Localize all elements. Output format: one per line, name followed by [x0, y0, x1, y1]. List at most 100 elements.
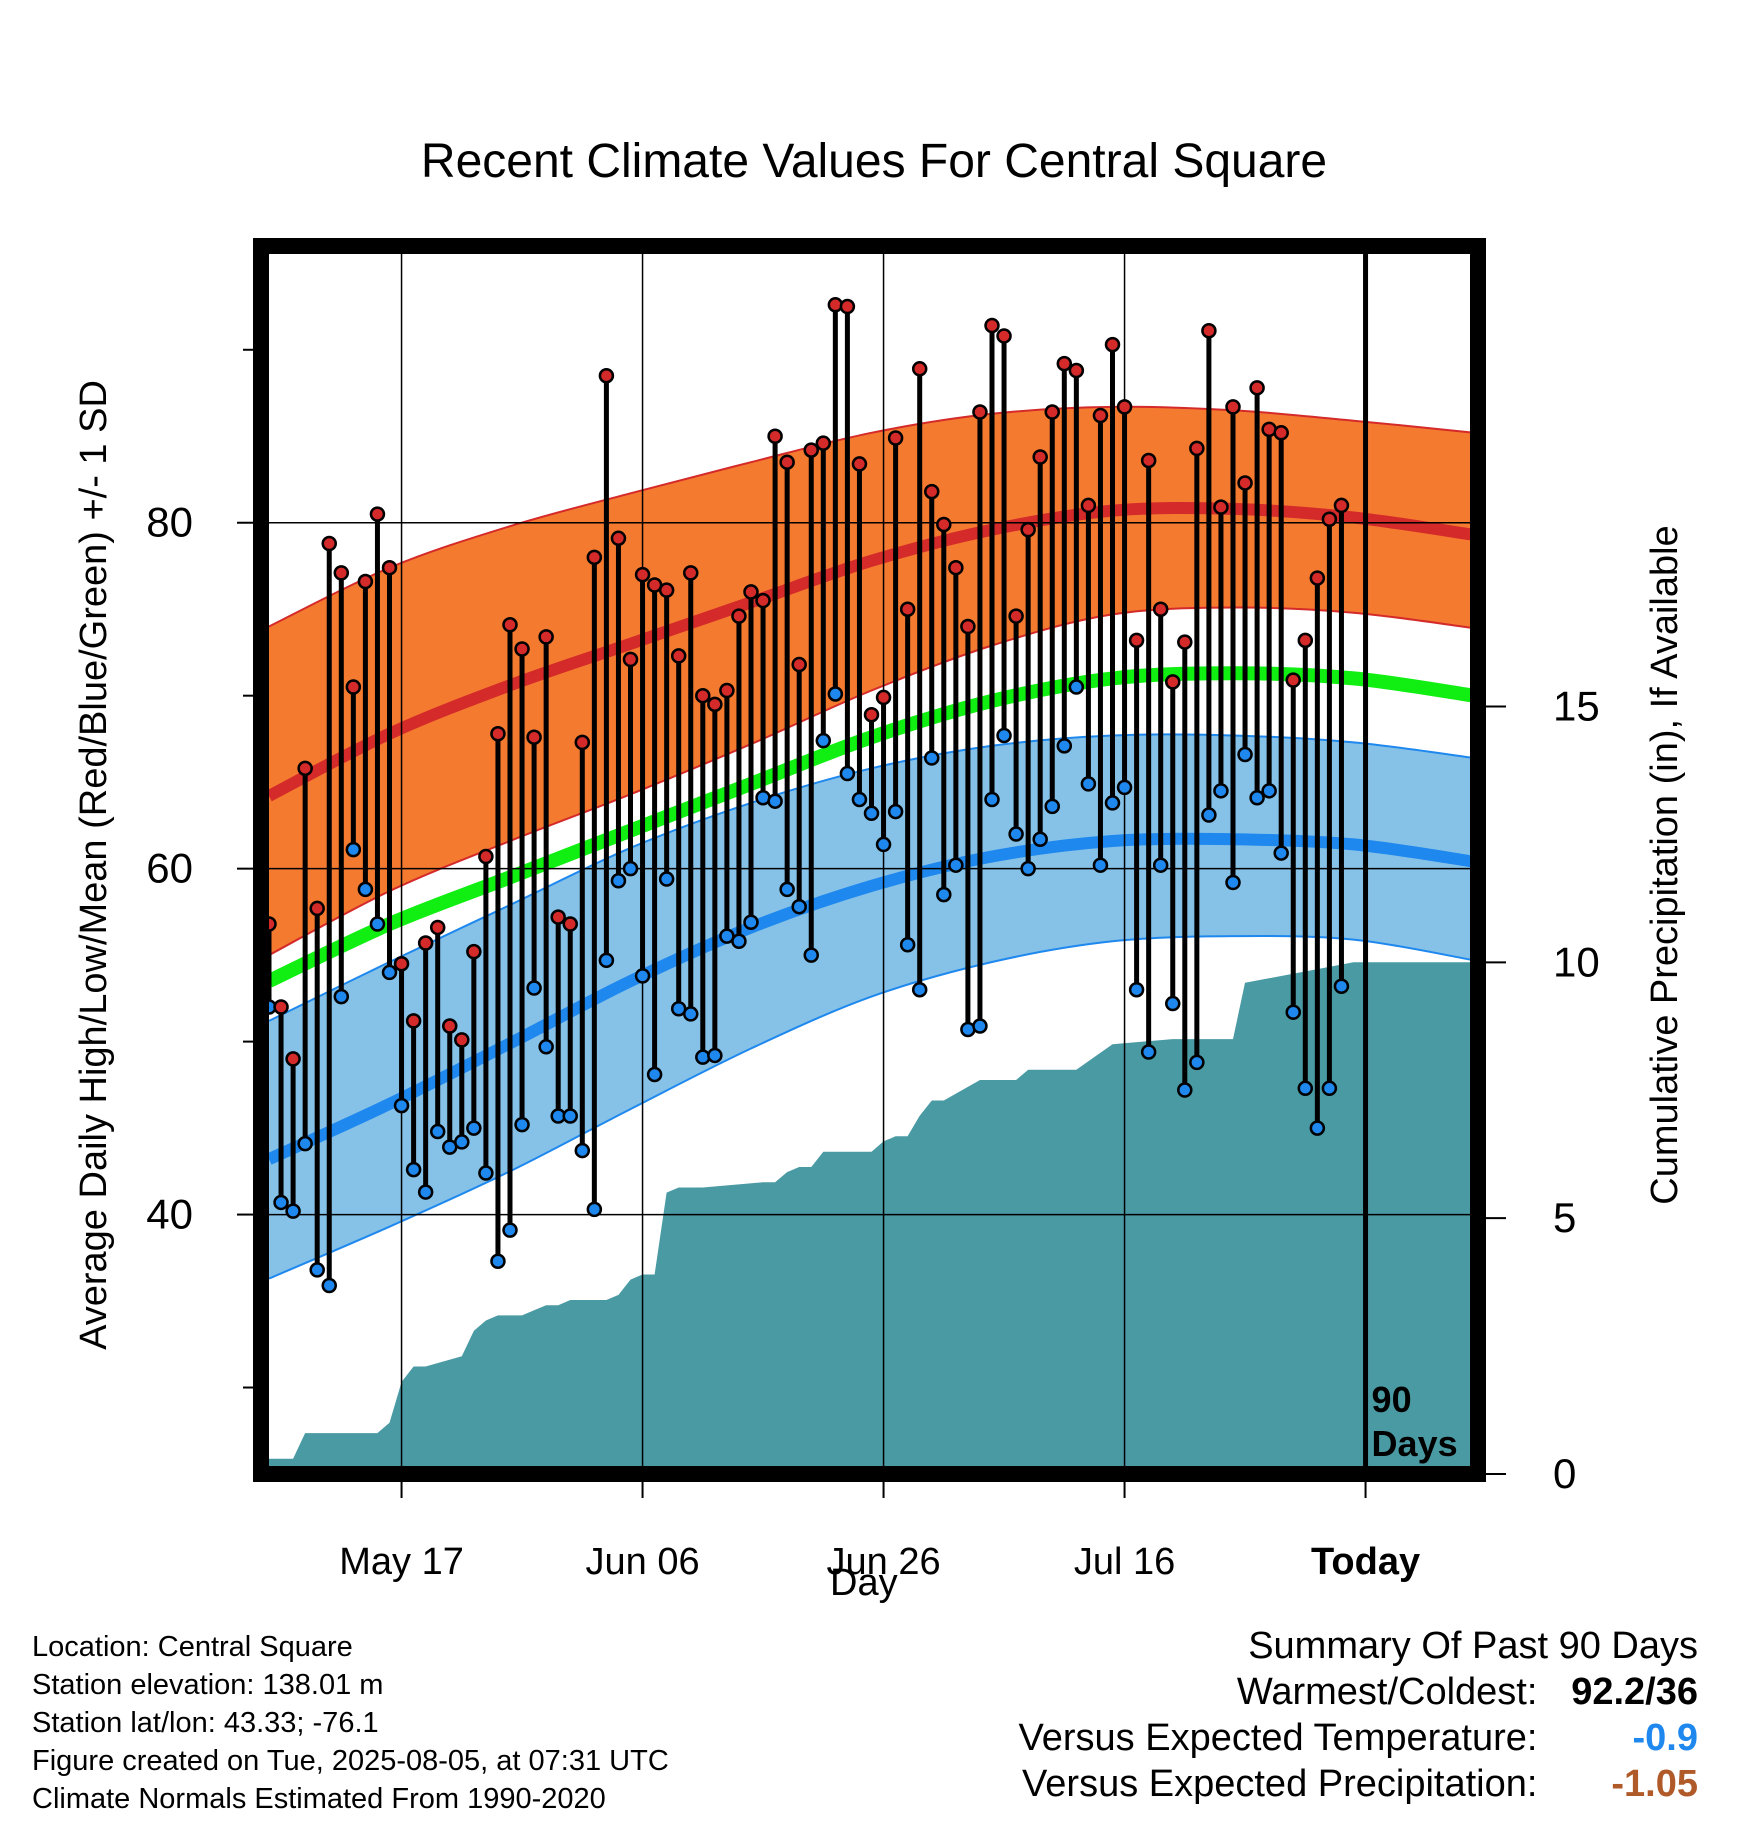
observed-high-point [490, 725, 506, 742]
observed-low-point [1152, 857, 1169, 873]
observed-high-point [429, 919, 446, 936]
observed-high-point [815, 435, 832, 451]
observed-low-point [381, 964, 398, 981]
observed-low-point [827, 686, 844, 702]
observed-low-point [815, 732, 832, 749]
today-days-word: Days [1372, 1423, 1458, 1464]
observed-low-point [1020, 860, 1036, 877]
observed-low-point [1249, 789, 1265, 806]
location-text: Location: Central Square [32, 1631, 353, 1663]
observed-high-point [731, 608, 747, 624]
observed-low-point [924, 750, 940, 766]
observed-low-point [502, 1222, 518, 1238]
observed-low-point [321, 1277, 337, 1294]
low-band-lower-edge [268, 934, 1475, 1280]
observed-low-point [731, 933, 747, 950]
observed-high-point [1309, 570, 1326, 586]
high-band-upper-edge [268, 405, 1475, 628]
observed-high-point [948, 559, 964, 576]
observed-low-point [984, 791, 1000, 808]
observed-low-point [490, 1253, 506, 1270]
observed-high-point [1008, 608, 1024, 624]
observed-low-point [634, 968, 651, 984]
observed-high-point [454, 1032, 470, 1048]
observed-low-point [839, 765, 856, 782]
summary-panel: Summary Of Past 90 Days Warmest/Coldest:… [1019, 1625, 1698, 1809]
observed-low-point [1285, 1004, 1301, 1020]
observed-high-point [911, 361, 928, 377]
observed-high-point [779, 454, 795, 470]
observed-low-point [658, 871, 675, 887]
warmest-coldest-row: Warmest/Coldest: 92.2/36 [1019, 1671, 1698, 1717]
x-tick-label: Jul 16 [1074, 1541, 1175, 1583]
observations-layer [261, 297, 1350, 1294]
observed-low-point [429, 1123, 446, 1140]
observed-high-point [972, 404, 988, 420]
precip-departure-row: Versus Expected Precipitation: -1.05 [1019, 1763, 1698, 1809]
observed-high-point [550, 909, 566, 925]
observed-high-point [1152, 601, 1169, 617]
observed-high-point [273, 999, 289, 1015]
precipitation-area [269, 962, 1474, 1474]
observed-high-point [658, 582, 675, 598]
observed-high-point [321, 535, 337, 552]
observed-low-point [309, 1262, 325, 1278]
observed-high-point [466, 943, 482, 960]
station-info: Location: Central Square Station elevati… [32, 1628, 669, 1818]
observed-high-point [755, 592, 771, 609]
y-axis-label: Average Daily High/Low/Mean (Red/Blue/Gr… [73, 380, 115, 1350]
observed-high-point [586, 549, 603, 566]
observed-high-point [1201, 322, 1217, 339]
observed-low-point [562, 1108, 578, 1124]
normal-high-line [266, 501, 1475, 802]
y2-tick-label: 0 [1553, 1450, 1576, 1497]
observed-low-point [1080, 776, 1097, 792]
summary-heading: Summary Of Past 90 Days [1248, 1625, 1698, 1667]
observed-high-point [839, 298, 856, 315]
observed-low-point [514, 1116, 530, 1133]
latlon-text: Station lat/lon: 43.33; -76.1 [32, 1707, 379, 1739]
observed-high-point [670, 648, 687, 664]
plot-frame-layer [253, 238, 1486, 1482]
warmest-coldest-value: 92.2/36 [1571, 1671, 1698, 1713]
observed-low-point [466, 1120, 482, 1136]
observed-low-point [273, 1194, 289, 1211]
y-tick-label: 40 [146, 1191, 193, 1238]
observed-low-point [972, 1018, 988, 1034]
observed-high-point [526, 729, 542, 745]
y-tick-label: 60 [146, 845, 193, 892]
observed-low-point [598, 952, 615, 969]
observed-low-point [1032, 831, 1048, 847]
observed-low-point [454, 1134, 470, 1150]
observed-low-point [707, 1047, 723, 1064]
x-tick-label: Jun 26 [827, 1541, 941, 1583]
temp-departure-row: Versus Expected Temperature: -0.9 [1019, 1717, 1698, 1763]
observed-high-point [1177, 634, 1193, 650]
y2-tick-label: 5 [1553, 1194, 1576, 1241]
normal-low-line [266, 832, 1475, 1165]
observed-high-point [1285, 672, 1301, 688]
observed-low-point [285, 1203, 301, 1219]
observed-high-point [695, 687, 711, 704]
plot-frame [253, 238, 1486, 1482]
observed-high-point [1321, 511, 1338, 528]
observed-high-point [634, 566, 651, 583]
observed-high-point [1068, 362, 1085, 379]
observed-high-point [502, 617, 518, 633]
gridlines-layer [261, 246, 1478, 1474]
observed-high-point [1249, 380, 1265, 396]
observed-low-point [1201, 807, 1217, 823]
observed-high-point [357, 573, 374, 590]
observed-low-point [779, 881, 795, 898]
observed-high-point [405, 1013, 422, 1029]
observed-high-point [1116, 399, 1133, 415]
observed-high-point [1044, 404, 1060, 420]
observed-high-point [1092, 407, 1109, 424]
observed-low-point [297, 1135, 313, 1152]
observed-low-point [791, 898, 807, 915]
observed-high-point [1333, 497, 1350, 514]
observed-low-point [1044, 798, 1060, 815]
observed-low-point [574, 1142, 591, 1159]
observed-high-point [803, 442, 819, 458]
y2-tick-label: 15 [1553, 683, 1600, 730]
